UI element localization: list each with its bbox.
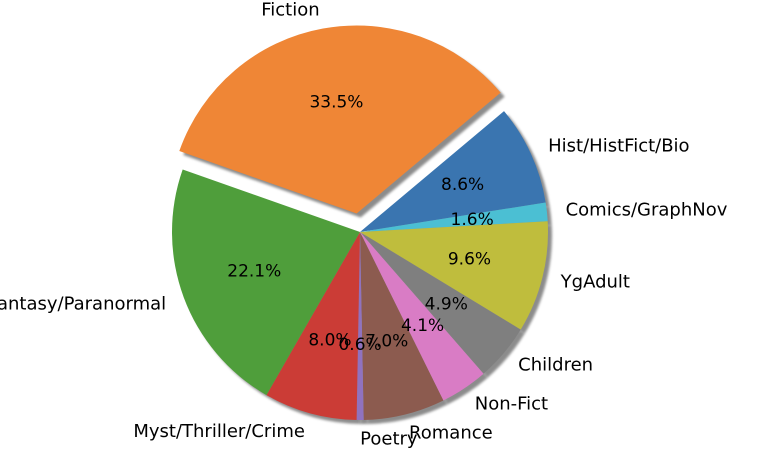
slice-label-fantasy-paranormal: Fantasy/Paranormal xyxy=(0,294,166,315)
pct-label-hist-histfict-bio: 8.6% xyxy=(441,175,484,195)
slice-fiction xyxy=(179,25,501,214)
slice-myst-thriller-crime xyxy=(266,232,360,420)
slice-label-ygadult: YgAdult xyxy=(560,272,630,293)
slice-label-children: Children xyxy=(518,355,593,376)
pct-label-romance: 7.0% xyxy=(365,332,408,352)
slice-label-non-fict: Non-Fict xyxy=(475,394,548,415)
slice-fantasy-paranormal xyxy=(172,169,360,396)
slice-ygadult xyxy=(360,221,548,330)
slice-comics-graphnov xyxy=(360,202,548,232)
pct-label-fiction: 33.5% xyxy=(309,93,363,113)
slice-non-fict xyxy=(360,232,484,401)
slice-poetry xyxy=(356,232,364,420)
pie-wedges xyxy=(172,25,548,420)
pct-label-myst-thriller-crime: 8.0% xyxy=(308,331,351,351)
slice-romance xyxy=(360,232,444,420)
slice-hist-histfict-bio xyxy=(360,111,546,232)
pct-label-poetry: 0.6% xyxy=(338,335,381,355)
percent-labels: 8.6% 1.6% 9.6% 4.9%4.1%7.0%0.6%8.0% 22.1% 33.… xyxy=(227,93,493,355)
pct-label-ygadult: 9.6% xyxy=(448,249,491,269)
pct-label-children: 4.9% xyxy=(425,295,468,315)
slice-label-romance: Romance xyxy=(409,422,493,443)
slice-labels: Hist/HistFict/Bio Comics/GraphNov YgAdult C… xyxy=(0,0,728,449)
slice-label-hist-histfict-bio: Hist/HistFict/Bio xyxy=(548,136,689,157)
slice-label-poetry: Poetry xyxy=(360,428,418,449)
pct-label-non-fict: 4.1% xyxy=(401,316,444,336)
slice-children xyxy=(360,232,521,374)
slice-label-myst-thriller-crime: Myst/Thriller/Crime xyxy=(133,421,305,442)
pct-label-fantasy-paranormal: 22.1% xyxy=(227,261,281,281)
slice-label-comics-graphnov: Comics/GraphNov xyxy=(566,199,728,220)
pct-label-comics-graphnov: 1.6% xyxy=(451,210,494,230)
slice-label-fiction: Fiction xyxy=(261,0,319,21)
